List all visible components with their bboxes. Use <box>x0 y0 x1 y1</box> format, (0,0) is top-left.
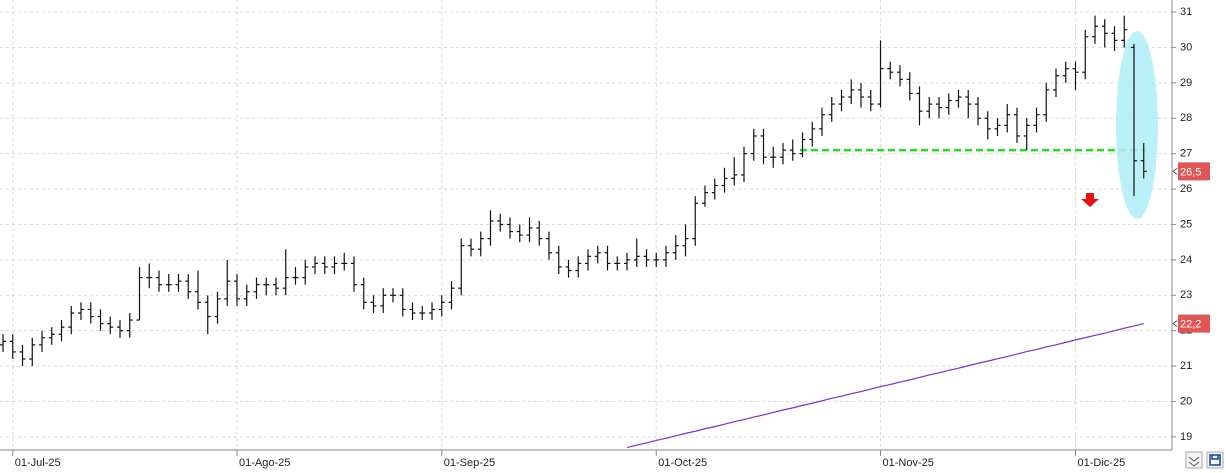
y-tick-label: 19 <box>1180 431 1192 443</box>
y-tick-label: 21 <box>1180 360 1192 372</box>
y-tick-label: 30 <box>1180 41 1192 53</box>
x-tick-label: 01-Oct-25 <box>658 457 707 469</box>
x-tick-label: 01-Dic-25 <box>1078 457 1126 469</box>
toolbar <box>1185 451 1224 469</box>
plot-area <box>626 148 1146 449</box>
axes: 1920212223242526272829303101-Jul-2501-Ag… <box>12 6 1210 469</box>
price-tag <box>1178 314 1210 333</box>
y-tick-label: 28 <box>1180 112 1192 124</box>
save-button[interactable] <box>1206 451 1224 469</box>
price-tag-pointer <box>1172 167 1178 175</box>
scroll-icon <box>1188 456 1200 467</box>
price-tag-pointer <box>1172 320 1178 328</box>
y-tick-label: 27 <box>1180 148 1192 160</box>
y-tick-label: 31 <box>1180 6 1192 18</box>
moving-average-line <box>626 323 1144 449</box>
save-icon <box>1209 454 1221 466</box>
y-tick-label: 23 <box>1180 289 1192 301</box>
price-tag-label: 26,5 <box>1180 166 1201 178</box>
y-tick-label: 20 <box>1180 395 1192 407</box>
x-tick-label: 01-Nov-25 <box>883 457 934 469</box>
price-tag-label: 22,2 <box>1180 319 1201 331</box>
price-tag <box>1178 162 1210 181</box>
x-tick-label: 01-Sep-25 <box>444 457 495 469</box>
highlight-ellipse <box>1116 31 1158 219</box>
y-tick-label: 26 <box>1180 183 1192 195</box>
scroll-button[interactable] <box>1185 451 1203 469</box>
bars <box>0 15 1147 367</box>
y-tick-label: 24 <box>1180 254 1192 266</box>
y-tick-label: 25 <box>1180 218 1192 230</box>
y-tick-label: 29 <box>1180 77 1192 89</box>
x-tick-label: 01-Ago-25 <box>239 457 290 469</box>
down-arrow <box>1081 193 1099 207</box>
x-tick-label: 01-Jul-25 <box>15 457 61 469</box>
